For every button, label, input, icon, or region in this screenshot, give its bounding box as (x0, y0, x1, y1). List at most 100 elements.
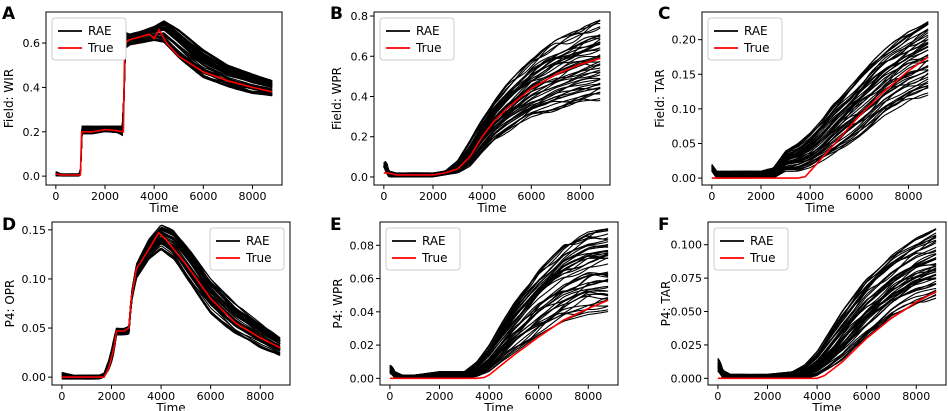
x-tick-label: 4000 (140, 190, 168, 203)
x-tick-label: 0 (58, 390, 65, 403)
true-line (389, 299, 609, 380)
y-tick-label: 0.05 (22, 322, 47, 335)
legend-label: RAE (744, 24, 768, 38)
true-line (383, 57, 601, 176)
y-tick-label: 0.08 (350, 239, 375, 252)
rae-ensemble-line (717, 283, 937, 379)
y-tick-label: 0.10 (672, 103, 697, 116)
panel-letter: C (658, 4, 670, 24)
rae-ensemble-line (389, 233, 609, 376)
x-tick-label: 0 (386, 390, 393, 403)
panel-b: 0 2000 4000 6000 8000 0.0 0.2 0.4 0.6 0.8 Time Fiel… (330, 4, 611, 215)
panel-f: 0 2000 4000 6000 8000 0.000 0.025 0.050 0.075 0.1… (658, 215, 947, 411)
y-tick-label: 0.04 (350, 306, 375, 319)
y-tick-label: 0.0 (351, 171, 369, 184)
x-tick-label: 8000 (246, 390, 274, 403)
x-tick-label: 2000 (754, 390, 782, 403)
x-axis-label: Time (155, 401, 185, 411)
x-tick-label: 6000 (845, 190, 873, 203)
x-tick-label: 8000 (895, 190, 923, 203)
y-axis-label: P4: TAR (659, 281, 673, 327)
legend-label: True (421, 251, 448, 265)
y-tick-label: 0.100 (671, 239, 703, 252)
rae-ensemble-line (383, 86, 601, 177)
y-axis-label: Field: WIR (2, 69, 16, 128)
y-tick-label: 0.000 (671, 372, 703, 385)
rae-ensemble-line (711, 21, 929, 173)
rae-ensemble-line (717, 253, 937, 377)
panel-letter: D (2, 215, 16, 235)
y-tick-label: 0.05 (672, 137, 697, 150)
x-tick-label: 2000 (98, 390, 126, 403)
y-tick-label: 0.8 (351, 10, 369, 23)
legend-box (707, 17, 783, 61)
axes-frame (379, 221, 619, 386)
x-tick-label: 4000 (468, 190, 496, 203)
legend-label: True (245, 251, 272, 265)
series-group (389, 228, 609, 380)
y-tick-label: 0.00 (22, 371, 47, 384)
legend-box (51, 17, 127, 61)
axes-frame (51, 221, 291, 386)
series-group (711, 21, 929, 179)
y-tick-label: 0.20 (672, 34, 697, 47)
legend-label: RAE (750, 234, 774, 248)
y-tick-label: 0.02 (350, 339, 375, 352)
legend: RAE True (51, 17, 127, 61)
y-tick-label: 0.0 (23, 170, 41, 183)
rae-ensemble-line (61, 227, 281, 377)
y-axis-label: Field: WPR (330, 67, 344, 130)
y-tick-label: 0.025 (671, 339, 703, 352)
x-tick-label: 2000 (91, 190, 119, 203)
rae-ensemble-line (55, 24, 273, 175)
rae-ensemble-line (711, 69, 929, 177)
x-tick-label: 6000 (517, 190, 545, 203)
x-tick-label: 0 (380, 190, 387, 203)
x-tick-label: 0 (708, 190, 715, 203)
y-tick-label: 0.4 (351, 90, 369, 103)
x-tick-label: 6000 (197, 390, 225, 403)
rae-ensemble-line (717, 290, 937, 379)
legend-label: True (87, 41, 114, 55)
legend-label: True (415, 41, 442, 55)
rae-ensemble-line (389, 289, 609, 379)
panel-letter: E (330, 215, 342, 235)
y-tick-label: 0.06 (350, 273, 375, 286)
y-tick-label: 0.15 (672, 68, 697, 81)
panel-letter: F (658, 215, 670, 235)
axes-frame (701, 11, 939, 186)
x-tick-label: 4000 (147, 390, 175, 403)
rae-ensemble-line (55, 39, 273, 177)
panel-letter: B (330, 4, 343, 24)
legend: RAE True (707, 17, 783, 61)
y-tick-label: 0.00 (350, 372, 375, 385)
x-axis-label: Time (804, 201, 834, 215)
y-tick-label: 0.050 (671, 306, 703, 319)
axes-frame (45, 11, 283, 186)
legend-box (379, 17, 455, 61)
x-tick-label: 2000 (426, 390, 454, 403)
rae-ensemble-line (55, 25, 273, 176)
y-axis-label: P4: OPR (3, 280, 17, 328)
legend-label: RAE (422, 234, 446, 248)
true-line (61, 231, 281, 378)
y-tick-label: 0.4 (23, 81, 41, 94)
x-tick-label: 6000 (853, 390, 881, 403)
rae-ensemble-line (389, 272, 609, 378)
x-tick-label: 8000 (574, 390, 602, 403)
rae-ensemble-line (55, 39, 273, 177)
rae-ensemble-line (55, 27, 273, 176)
x-tick-label: 2000 (747, 190, 775, 203)
x-tick-label: 4000 (803, 390, 831, 403)
legend: RAE True (385, 227, 461, 271)
rae-ensemble-line (711, 56, 929, 176)
x-axis-label: Time (811, 401, 841, 411)
rae-ensemble-line (717, 239, 937, 376)
y-axis-label: P4: WPR (331, 278, 345, 328)
x-tick-label: 2000 (419, 190, 447, 203)
y-tick-label: 0.2 (23, 126, 41, 139)
series-group (383, 19, 601, 178)
x-tick-label: 8000 (239, 190, 267, 203)
legend: RAE True (209, 227, 285, 271)
x-tick-label: 0 (714, 390, 721, 403)
